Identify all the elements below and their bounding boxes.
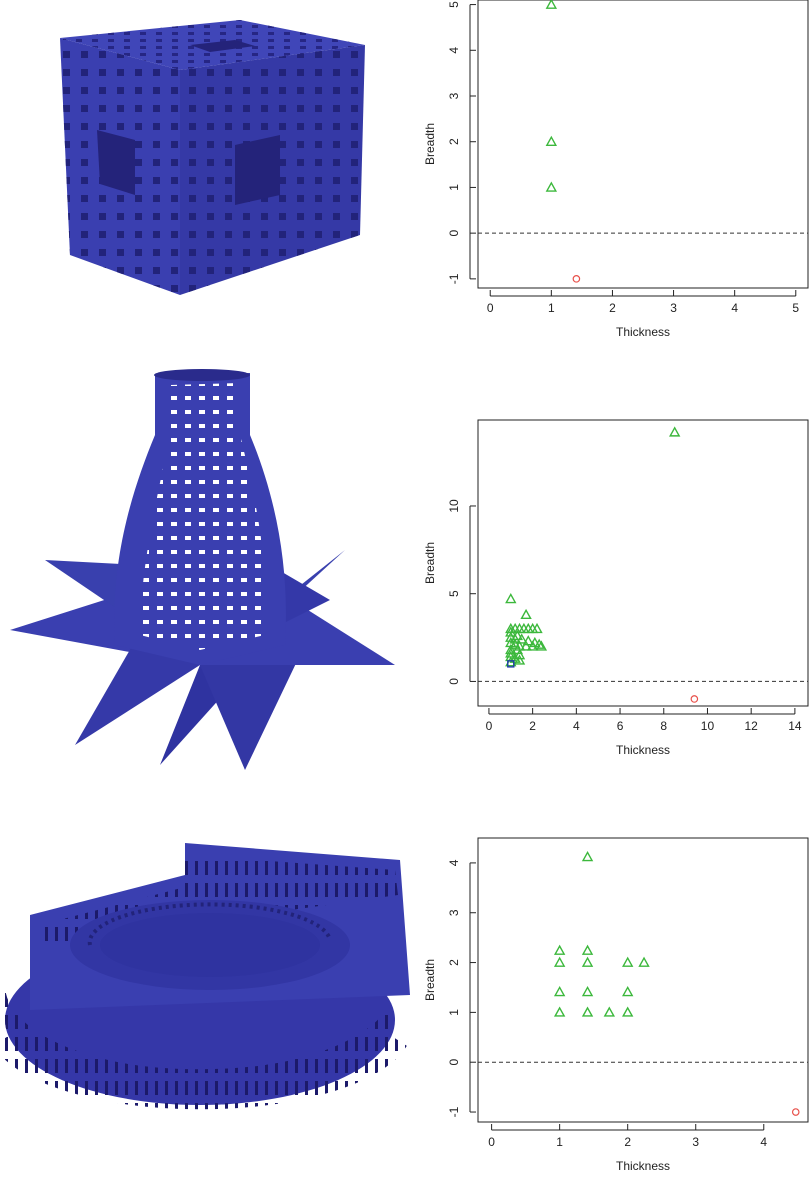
x-tick-label: 0 [488,1135,495,1149]
scatter-plot-2: 0 2 4 6 8 10 12 14 0 5 10 Thickness Breadth [423,419,809,757]
circle-point [572,275,581,283]
x-tick-label: 0 [486,719,493,733]
triangle-point [505,593,517,604]
plot-frame [477,837,809,1123]
triangle-point [668,426,681,437]
render-colosseum [0,843,410,1110]
triangle-point [545,0,558,9]
scatter-plot-1: 0 1 2 3 4 5 -1 0 1 2 3 4 5 Thickness Breadth [423,0,809,339]
triangle-point [520,640,532,651]
triangle-point [545,135,558,147]
plot-frame [477,0,809,289]
triangle-point [531,622,543,634]
y-tick-label: 5 [447,590,461,597]
circle-point [791,1108,800,1116]
triangle-point [581,1006,594,1017]
x-tick-label: 8 [660,719,667,733]
circle-point [690,695,699,703]
triangle-point [520,608,532,620]
y-tick-label: 0 [447,1059,461,1066]
y-axis-label: Breadth [423,542,437,584]
x-axis-label: Thickness [616,325,670,339]
triangle-point [513,649,526,660]
triangle-point [603,1006,616,1017]
scatter-plot-3: 0 1 2 3 4 -1 0 1 2 3 4 Thickness Breadth [423,837,809,1173]
y-tick-label: 3 [447,92,461,99]
triangle-point [505,626,517,637]
y-tick-label: 4 [447,859,461,866]
plot-frame [477,419,809,707]
triangle-point [622,986,634,997]
triangle-point [553,986,566,997]
y-axis-label: Breadth [423,123,437,165]
y-tick-label: 4 [447,47,461,54]
x-tick-label: 5 [792,301,799,315]
triangle-point [553,1006,566,1017]
triangle-point [545,181,558,192]
x-tick-label: 2 [529,719,536,733]
triangle-point [516,633,528,644]
triangle-point [581,944,594,955]
x-axis-label: Thickness [616,1159,670,1173]
triangle-point [533,638,545,649]
x-tick-label: 2 [609,301,616,315]
y-tick-label: -1 [447,273,461,284]
triangle-point [526,640,539,651]
y-tick-label: 2 [447,959,461,966]
triangle-point [509,633,521,644]
y-tick-label: 0 [447,678,461,685]
x-tick-label: 1 [548,301,555,315]
x-tick-label: 4 [573,719,580,733]
x-tick-label: 4 [731,301,738,315]
y-tick-label: 2 [447,138,461,145]
x-tick-label: 0 [487,301,494,315]
triangle-point [553,956,566,967]
y-tick-label: 5 [447,1,461,8]
triangle-point [509,652,521,663]
x-tick-label: 3 [670,301,677,315]
x-tick-label: 2 [624,1135,631,1149]
x-tick-label: 3 [692,1135,699,1149]
triangle-point [553,944,566,955]
triangle-point [581,850,594,862]
y-tick-label: 0 [447,229,461,236]
x-tick-label: 14 [788,719,802,733]
triangle-point [638,956,650,967]
y-tick-label: 3 [447,909,461,916]
x-tick-label: 12 [744,719,758,733]
triangle-point [535,640,548,651]
render-lotus-vase [10,369,395,770]
triangle-point [505,656,517,667]
render-menger-sponge [60,20,365,295]
triangle-point [513,654,526,665]
y-tick-label: 10 [447,499,461,513]
x-tick-label: 4 [760,1135,767,1149]
x-tick-label: 1 [556,1135,563,1149]
square-point [507,660,515,668]
y-tick-label: -1 [447,1106,461,1117]
x-tick-label: 10 [701,719,715,733]
triangle-point [622,1006,634,1017]
triangle-point [581,956,594,967]
triangle-point [581,986,594,997]
x-tick-label: 6 [617,719,624,733]
triangle-point [622,956,634,967]
x-axis-label: Thickness [616,743,670,757]
y-axis-label: Breadth [423,959,437,1001]
triangle-point [505,631,517,642]
y-tick-label: 1 [447,1009,461,1016]
y-tick-label: 1 [447,184,461,191]
